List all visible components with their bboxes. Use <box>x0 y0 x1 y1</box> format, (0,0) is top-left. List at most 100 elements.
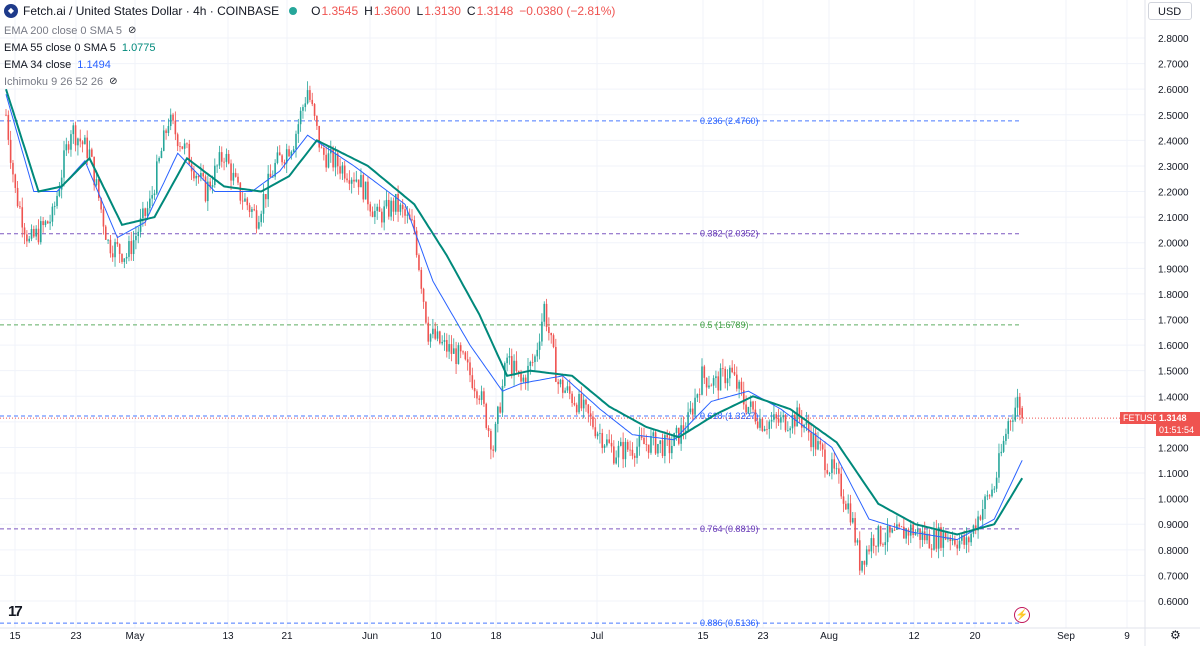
candle-body <box>165 130 167 134</box>
candle-body <box>835 468 838 470</box>
candle-body <box>278 152 281 156</box>
candle-body <box>181 146 184 149</box>
candle-body <box>543 303 546 322</box>
candle-body <box>768 421 771 430</box>
candle-body <box>777 418 780 423</box>
candle-body <box>968 537 970 543</box>
settings-gear-icon[interactable]: ⚙ <box>1170 628 1181 642</box>
candle-body <box>689 408 692 413</box>
candle-body <box>46 221 49 224</box>
candle-body <box>536 349 539 357</box>
candle-body <box>756 421 759 428</box>
lightning-icon[interactable]: ⚡ <box>1014 607 1030 623</box>
candle-body <box>550 332 552 336</box>
candle-body <box>65 144 68 151</box>
candle-body <box>276 152 279 163</box>
fib-level-label: 0.618 (1.3227) <box>700 411 759 421</box>
ema55-line <box>5 88 1024 536</box>
indicator-row[interactable]: Ichimoku 9 26 52 26 ⊘ <box>4 73 615 90</box>
candle-body <box>794 414 796 427</box>
candle-body <box>107 239 109 241</box>
candle-body <box>81 141 84 145</box>
candle-body <box>759 418 761 428</box>
candle-body <box>350 179 353 184</box>
candle-body <box>824 449 826 471</box>
candle-body <box>731 367 733 373</box>
hidden-eye-icon[interactable]: ⊘ <box>128 24 137 36</box>
candle-body <box>770 419 773 422</box>
candle-body <box>179 146 181 147</box>
candle-body <box>622 441 624 460</box>
fibonacci-retracement: 0.236 (2.4760) 0.382 (2.0352) 0.5 (1.6789)… <box>0 116 1145 628</box>
candle-body <box>819 441 822 445</box>
candle-body <box>306 90 309 104</box>
candle-body <box>698 394 701 396</box>
candle-body <box>172 114 174 121</box>
y-tick-label: 0.7000 <box>1158 571 1189 582</box>
candle-body <box>274 162 276 177</box>
candle-body <box>647 444 650 453</box>
candle-body <box>364 181 367 200</box>
candle-body <box>262 194 265 214</box>
candle-body <box>965 537 968 545</box>
x-tick-label: Aug <box>820 631 838 642</box>
indicator-row[interactable]: EMA 34 close 1.1494 <box>4 56 615 73</box>
hidden-eye-icon[interactable]: ⊘ <box>109 75 118 87</box>
candle-body <box>346 178 348 181</box>
candle-body <box>325 154 327 168</box>
ohlc-value: 1.3545 <box>321 4 359 18</box>
symbol-title[interactable]: Fetch.ai / United States Dollar · 4h · C… <box>23 4 280 18</box>
candle-body <box>821 444 824 450</box>
fib-level-label: 0.236 (2.4760) <box>700 116 759 126</box>
candle-body <box>376 206 378 211</box>
candle-body <box>144 208 146 216</box>
candle-body <box>742 390 745 405</box>
candle-body <box>93 156 95 186</box>
candle-body <box>302 107 304 111</box>
candle-body <box>195 175 198 179</box>
indicator-list: EMA 200 close 0 SMA 5 ⊘ EMA 55 close 0 SMA… <box>4 22 615 90</box>
candle-body <box>367 181 369 205</box>
candle-body <box>406 214 409 216</box>
candle-body <box>35 228 37 237</box>
symbol-header[interactable]: ◆ Fetch.ai / United States Dollar · 4h ·… <box>4 0 615 22</box>
candle-body <box>847 503 849 510</box>
bar-countdown: 01:51:54 <box>1156 424 1200 436</box>
candle-body <box>56 195 58 207</box>
candle-body <box>615 457 617 464</box>
candle-body <box>998 453 1000 478</box>
candle-body <box>638 435 641 447</box>
candle-body <box>464 352 467 360</box>
currency-button[interactable]: USD <box>1148 2 1192 20</box>
candle-body <box>664 435 666 456</box>
indicator-row[interactable]: EMA 55 close 0 SMA 5 1.0775 <box>4 39 615 56</box>
candle-body <box>485 403 488 428</box>
indicator-row[interactable]: EMA 200 close 0 SMA 5 ⊘ <box>4 22 615 39</box>
tradingview-logo-icon[interactable]: 17 <box>8 603 23 620</box>
candle-body <box>506 357 508 364</box>
ema34-line <box>5 94 1023 541</box>
candle-body <box>21 207 24 228</box>
indicator-value: 1.0775 <box>121 41 156 54</box>
candle-body <box>796 407 798 427</box>
candle-body <box>596 433 599 437</box>
candle-body <box>200 173 202 178</box>
candle-body <box>72 125 75 135</box>
candle-body <box>111 253 114 258</box>
candle-body <box>568 386 571 394</box>
candle-body <box>740 381 743 391</box>
candle-body <box>812 432 815 448</box>
candle-body <box>318 125 320 148</box>
x-tick-label: 23 <box>70 631 82 642</box>
candle-body <box>98 179 100 199</box>
ema-lines <box>5 88 1024 541</box>
ohlc-label: O <box>311 4 321 18</box>
candle-body <box>443 340 446 342</box>
y-tick-label: 1.9000 <box>1158 264 1189 275</box>
candle-body <box>522 377 525 382</box>
candle-body <box>872 538 875 546</box>
candle-body <box>415 230 418 256</box>
candle-body <box>88 149 91 158</box>
y-tick-label: 1.1000 <box>1158 469 1189 480</box>
